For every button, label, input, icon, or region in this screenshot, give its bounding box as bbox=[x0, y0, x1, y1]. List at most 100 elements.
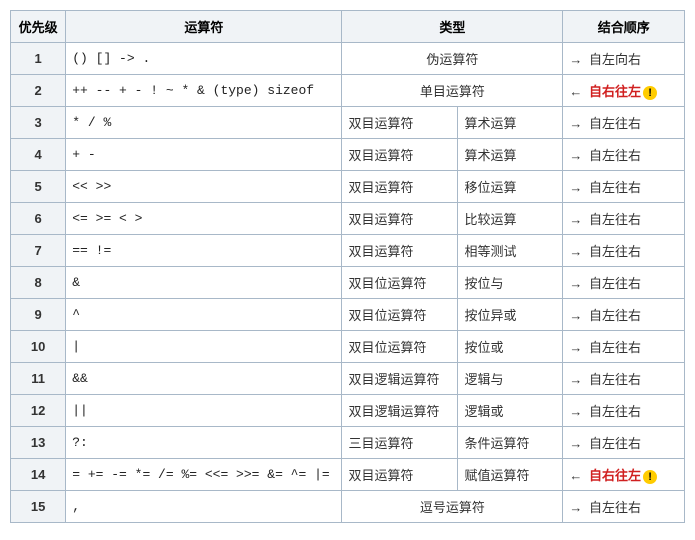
arrow-right-icon: → bbox=[569, 212, 585, 227]
assoc-text: 自左往右 bbox=[589, 244, 641, 259]
assoc-cell: → 自左往右 bbox=[563, 107, 685, 139]
type-cell: 单目运算符 bbox=[342, 75, 563, 107]
type2-cell: 比较运算 bbox=[458, 203, 563, 235]
operator-cell: | bbox=[66, 331, 342, 363]
arrow-right-icon: → bbox=[569, 116, 585, 131]
warning-icon: ! bbox=[643, 470, 657, 484]
arrow-right-icon: → bbox=[569, 180, 585, 195]
arrow-right-icon: → bbox=[569, 404, 585, 419]
operator-cell: & bbox=[66, 267, 342, 299]
type1-cell: 双目运算符 bbox=[342, 459, 458, 491]
type2-cell: 算术运算 bbox=[458, 107, 563, 139]
assoc-text: 自左往右 bbox=[589, 340, 641, 355]
type1-cell: 双目运算符 bbox=[342, 235, 458, 267]
operator-cell: = += -= *= /= %= <<= >>= &= ^= |= bbox=[66, 459, 342, 491]
table-row: 8&双目位运算符按位与→ 自左往右 bbox=[11, 267, 685, 299]
type1-cell: 双目位运算符 bbox=[342, 299, 458, 331]
type2-cell: 算术运算 bbox=[458, 139, 563, 171]
arrow-right-icon: → bbox=[569, 244, 585, 259]
table-row: 4+ -双目运算符算术运算→ 自左往右 bbox=[11, 139, 685, 171]
arrow-right-icon: → bbox=[569, 500, 585, 515]
priority-cell: 1 bbox=[11, 43, 66, 75]
table-row: 13?:三目运算符条件运算符→ 自左往右 bbox=[11, 427, 685, 459]
priority-cell: 15 bbox=[11, 491, 66, 523]
operator-cell: + - bbox=[66, 139, 342, 171]
header-row: 优先级 运算符 类型 结合顺序 bbox=[11, 11, 685, 43]
operator-cell: == != bbox=[66, 235, 342, 267]
type1-cell: 双目运算符 bbox=[342, 139, 458, 171]
table-row: 12||双目逻辑运算符逻辑或→ 自左往右 bbox=[11, 395, 685, 427]
assoc-text: 自左往右 bbox=[589, 276, 641, 291]
operator-cell: ?: bbox=[66, 427, 342, 459]
type1-cell: 双目逻辑运算符 bbox=[342, 363, 458, 395]
warning-icon: ! bbox=[643, 86, 657, 100]
priority-cell: 13 bbox=[11, 427, 66, 459]
operator-cell: ++ -- + - ! ~ * & (type) sizeof bbox=[66, 75, 342, 107]
type-cell: 伪运算符 bbox=[342, 43, 563, 75]
operator-cell: ^ bbox=[66, 299, 342, 331]
arrow-right-icon: → bbox=[569, 436, 585, 451]
priority-cell: 14 bbox=[11, 459, 66, 491]
header-operator: 运算符 bbox=[66, 11, 342, 43]
arrow-right-icon: → bbox=[569, 340, 585, 355]
type1-cell: 双目运算符 bbox=[342, 171, 458, 203]
header-assoc: 结合顺序 bbox=[563, 11, 685, 43]
priority-cell: 6 bbox=[11, 203, 66, 235]
type2-cell: 逻辑与 bbox=[458, 363, 563, 395]
type2-cell: 按位异或 bbox=[458, 299, 563, 331]
arrow-right-icon: → bbox=[569, 148, 585, 163]
assoc-text: 自左往右 bbox=[589, 212, 641, 227]
table-row: 5<< >>双目运算符移位运算→ 自左往右 bbox=[11, 171, 685, 203]
priority-cell: 9 bbox=[11, 299, 66, 331]
operator-cell: * / % bbox=[66, 107, 342, 139]
table-row: 11&&双目逻辑运算符逻辑与→ 自左往右 bbox=[11, 363, 685, 395]
assoc-text: 自右往左 bbox=[589, 468, 641, 483]
priority-cell: 12 bbox=[11, 395, 66, 427]
assoc-text: 自左往右 bbox=[589, 500, 641, 515]
type2-cell: 相等测试 bbox=[458, 235, 563, 267]
table-row: 2++ -- + - ! ~ * & (type) sizeof单目运算符← 自… bbox=[11, 75, 685, 107]
header-type: 类型 bbox=[342, 11, 563, 43]
assoc-cell: → 自左往右 bbox=[563, 331, 685, 363]
assoc-cell: → 自左往右 bbox=[563, 395, 685, 427]
arrow-right-icon: → bbox=[569, 52, 585, 67]
assoc-text: 自左往右 bbox=[589, 372, 641, 387]
type1-cell: 双目位运算符 bbox=[342, 267, 458, 299]
priority-cell: 5 bbox=[11, 171, 66, 203]
assoc-cell: → 自左往右 bbox=[563, 299, 685, 331]
arrow-right-icon: → bbox=[569, 276, 585, 291]
assoc-cell: → 自左往右 bbox=[563, 139, 685, 171]
operator-cell: () [] -> . bbox=[66, 43, 342, 75]
assoc-cell: → 自左向右 bbox=[563, 43, 685, 75]
priority-cell: 3 bbox=[11, 107, 66, 139]
assoc-text: 自左往右 bbox=[589, 308, 641, 323]
priority-cell: 2 bbox=[11, 75, 66, 107]
assoc-cell: → 自左往右 bbox=[563, 267, 685, 299]
assoc-cell: → 自左往右 bbox=[563, 363, 685, 395]
type2-cell: 逻辑或 bbox=[458, 395, 563, 427]
operator-cell: , bbox=[66, 491, 342, 523]
assoc-cell: ← 自右往左! bbox=[563, 459, 685, 491]
assoc-text: 自左往右 bbox=[589, 180, 641, 195]
table-row: 10|双目位运算符按位或→ 自左往右 bbox=[11, 331, 685, 363]
assoc-cell: → 自左往右 bbox=[563, 235, 685, 267]
table-row: 9^双目位运算符按位异或→ 自左往右 bbox=[11, 299, 685, 331]
assoc-cell: → 自左往右 bbox=[563, 427, 685, 459]
type2-cell: 按位与 bbox=[458, 267, 563, 299]
type-cell: 逗号运算符 bbox=[342, 491, 563, 523]
assoc-text: 自左向右 bbox=[589, 52, 641, 67]
header-priority: 优先级 bbox=[11, 11, 66, 43]
type2-cell: 移位运算 bbox=[458, 171, 563, 203]
table-row: 3* / %双目运算符算术运算→ 自左往右 bbox=[11, 107, 685, 139]
assoc-cell: → 自左往右 bbox=[563, 491, 685, 523]
priority-cell: 10 bbox=[11, 331, 66, 363]
table-row: 15,逗号运算符→ 自左往右 bbox=[11, 491, 685, 523]
table-row: 14= += -= *= /= %= <<= >>= &= ^= |=双目运算符… bbox=[11, 459, 685, 491]
assoc-text: 自左往右 bbox=[589, 436, 641, 451]
operator-cell: << >> bbox=[66, 171, 342, 203]
arrow-left-icon: ← bbox=[569, 468, 585, 483]
operator-cell: || bbox=[66, 395, 342, 427]
assoc-cell: → 自左往右 bbox=[563, 171, 685, 203]
priority-cell: 11 bbox=[11, 363, 66, 395]
arrow-left-icon: ← bbox=[569, 84, 585, 99]
